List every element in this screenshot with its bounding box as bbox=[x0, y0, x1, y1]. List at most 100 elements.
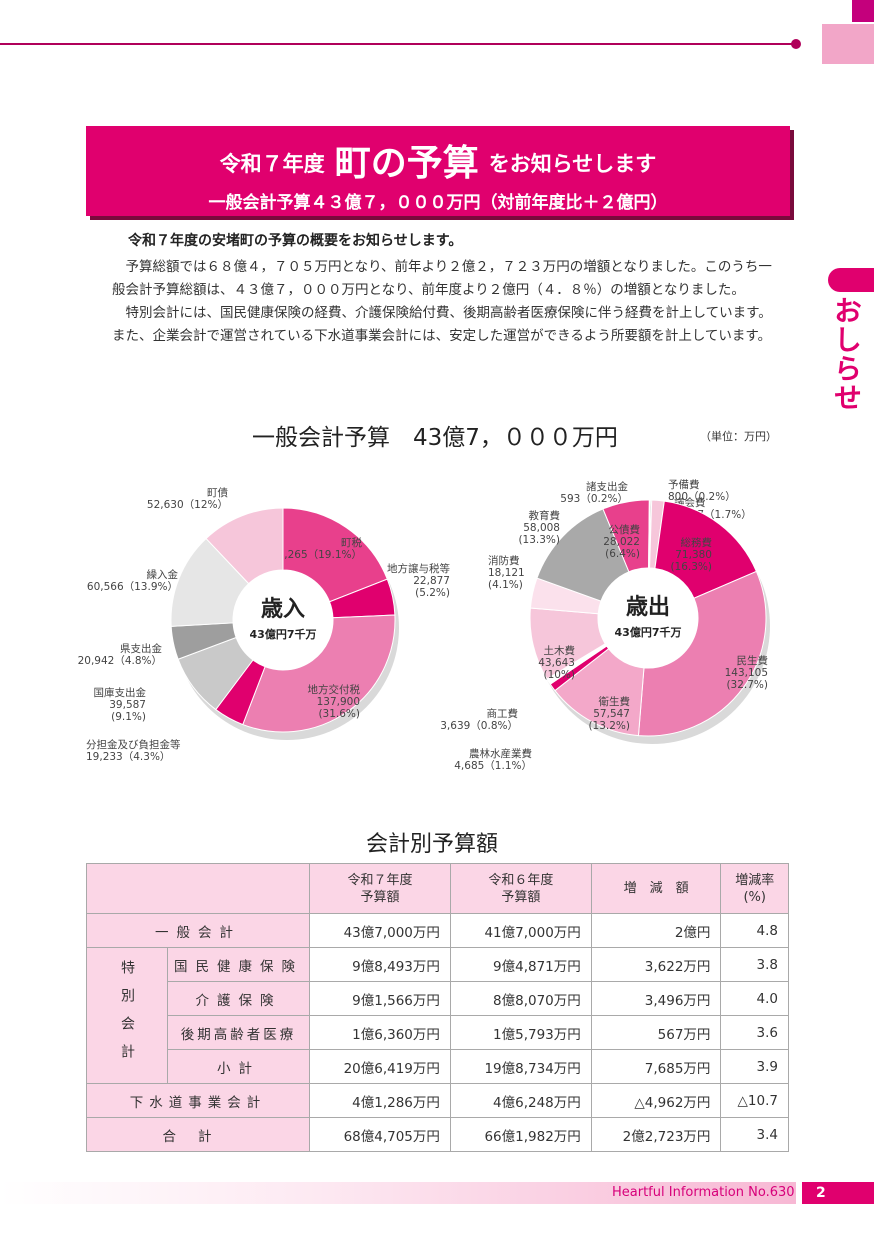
pie-center-label: 歳出 bbox=[626, 595, 670, 620]
pie-center-label: 歳入 bbox=[261, 597, 305, 622]
header-r7-line2: 予算額 bbox=[360, 889, 400, 905]
row-label: 後期高齢者医療 bbox=[167, 1015, 310, 1050]
slice-value-label: 4,685（1.1%） bbox=[454, 760, 532, 772]
slice-name-label: 予備費 bbox=[668, 478, 700, 491]
cell-r7: 43億7,000万円 bbox=[309, 913, 451, 948]
slice-percent-label: (4.1%) bbox=[488, 579, 523, 591]
cell-rate: 3.4 bbox=[720, 1117, 789, 1152]
cell-r7: 1億6,360万円 bbox=[309, 1015, 451, 1050]
slice-percent-label: (9.1%) bbox=[111, 711, 146, 723]
slice-name-label: 地方交付税 bbox=[308, 683, 361, 696]
cell-diff: △4,962万円 bbox=[590, 1083, 722, 1118]
slice-value-label: 83,265（19.1%） bbox=[271, 549, 362, 561]
row-label: 小計 bbox=[167, 1049, 310, 1084]
slice-name-label: 民生費 bbox=[737, 654, 769, 667]
cell-r6: 41億7,000万円 bbox=[449, 913, 592, 948]
table-title: 会計別予算額 bbox=[366, 832, 499, 857]
header-diff: 増 減 額 bbox=[590, 863, 722, 914]
cell-r6: 9億4,871万円 bbox=[449, 947, 592, 982]
slice-name-label: 県支出金 bbox=[120, 642, 162, 655]
banner-subtitle: 一般会計予算４３億７，０００万円（対前年度比＋２億円） bbox=[208, 193, 668, 213]
banner-title: 令和７年度 町の予算 をお知らせします bbox=[86, 134, 790, 186]
slice-name-label: 消防費 bbox=[488, 554, 520, 567]
slice-value-label: 593（0.2%） bbox=[560, 493, 628, 505]
slice-value-label: 57,547 bbox=[593, 708, 630, 720]
corner-decoration-light bbox=[822, 24, 874, 64]
slice-percent-label: (10%) bbox=[543, 669, 575, 681]
footer-bar bbox=[0, 1182, 796, 1204]
slice-value-label: 18,121 bbox=[488, 567, 525, 579]
chart-unit-label: （単位：万円） bbox=[700, 430, 777, 443]
cell-r7: 4億1,286万円 bbox=[309, 1083, 451, 1118]
cell-r6: 1億5,793万円 bbox=[449, 1015, 592, 1050]
slice-percent-label: (5.2%) bbox=[415, 587, 450, 599]
slice-name-label: 分担金及び負担金等 bbox=[86, 738, 181, 751]
cell-r7: 9億1,566万円 bbox=[309, 981, 451, 1016]
table-row: 介護保険 9億1,566万円 8億8,070万円 3,496万円 4.0 bbox=[87, 981, 789, 1016]
cell-rate: 4.0 bbox=[720, 981, 789, 1016]
cell-rate: △10.7 bbox=[720, 1083, 789, 1118]
cell-r6: 4億6,248万円 bbox=[449, 1083, 592, 1118]
slice-value-label: 39,587 bbox=[109, 699, 146, 711]
table-row: 合計 68億4,705万円 66億1,982万円 2億2,723万円 3.4 bbox=[86, 1117, 789, 1152]
slice-value-label: 71,380 bbox=[675, 549, 712, 561]
table-header-row: 令和７年度 予算額 令和６年度予算額 増 減 額 増減率 (%) bbox=[86, 863, 789, 914]
slice-percent-label: (31.6%) bbox=[318, 708, 360, 720]
cell-diff: 3,496万円 bbox=[590, 981, 722, 1016]
banner-suffix: をお知らせします bbox=[488, 152, 657, 176]
slice-percent-label: (32.7%) bbox=[726, 679, 768, 691]
slice-percent-label: (13.2%) bbox=[588, 720, 630, 732]
cell-rate: 3.8 bbox=[720, 947, 789, 982]
banner-main: 町の予算 bbox=[334, 143, 479, 184]
row-label: 国民健康保険 bbox=[167, 947, 310, 982]
row-label: 介護保険 bbox=[167, 981, 310, 1016]
slice-value-label: 143,105 bbox=[725, 667, 768, 679]
header-r6-line1: 令和６年度 bbox=[488, 872, 554, 888]
cell-rate: 3.6 bbox=[720, 1015, 789, 1050]
slice-percent-label: (6.4%) bbox=[605, 548, 640, 560]
slice-value-label: 28,022 bbox=[603, 536, 640, 548]
side-tab-label: おしらせ bbox=[830, 296, 863, 412]
cell-r7: 68億4,705万円 bbox=[309, 1117, 451, 1152]
special-account-text: 特別会計 bbox=[119, 959, 135, 1072]
slice-name-label: 衛生費 bbox=[599, 695, 631, 708]
slice-name-label: 国庫支出金 bbox=[94, 686, 147, 699]
row-label: 下水道事業会計 bbox=[86, 1083, 310, 1118]
slice-percent-label: (16.3%) bbox=[670, 561, 712, 573]
slice-value-label: 58,008 bbox=[523, 522, 560, 534]
banner-prefix: 令和７年度 bbox=[219, 152, 325, 176]
slice-value-label: 52,630（12%） bbox=[147, 499, 228, 511]
pie-center-sublabel: 43億円7千万 bbox=[250, 627, 317, 641]
slice-name-label: 教育費 bbox=[529, 509, 561, 522]
header-rate-line1: 増減率 bbox=[735, 872, 775, 888]
cell-r6: 66億1,982万円 bbox=[449, 1117, 592, 1152]
header-rule bbox=[0, 43, 796, 45]
row-label: 合計 bbox=[86, 1117, 310, 1152]
slice-value-label: 137,900 bbox=[317, 696, 360, 708]
cell-rate: 4.8 bbox=[720, 913, 789, 948]
intro-paragraph-2: 特別会計には、国民健康保険の経費、介護保険給付費、後期高齢者医療保険に伴う経費を… bbox=[112, 305, 772, 344]
slice-name-label: 町債 bbox=[207, 486, 228, 499]
special-account-label: 特別会計 bbox=[86, 947, 168, 1084]
header-rate-line2: (%) bbox=[743, 889, 766, 905]
budget-table: 令和７年度 予算額 令和６年度 予算額 増 減 額 増減率 (%) 一般会計 43億7… bbox=[86, 863, 789, 1152]
cell-r6: 19億8,734万円 bbox=[449, 1049, 592, 1084]
chart-section-title: 一般会計予算 43億7，０００万円 bbox=[252, 425, 618, 451]
pie-center-hole bbox=[233, 570, 333, 670]
slice-value-label: 20,942（4.8%） bbox=[78, 655, 162, 667]
intro-paragraph-1: 予算総額では６８億４，７０５万円となり、前年より２億２，７２３万円の増額となりま… bbox=[112, 259, 772, 298]
slice-value-label: 3,639（0.8%） bbox=[440, 720, 518, 732]
title-banner: 令和７年度 町の予算 をお知らせします 一般会計予算４３億７，０００万円（対前年度比… bbox=[86, 126, 790, 216]
slice-percent-label: (13.3%) bbox=[518, 534, 560, 546]
intro-heading: 令和７年度の安堵町の予算の概要をお知らせします。 bbox=[128, 233, 463, 249]
slice-value-label: 800（0.2%） bbox=[668, 491, 736, 503]
slice-value-label: 19,233（4.3%） bbox=[86, 751, 170, 763]
cell-diff: 2億円 bbox=[590, 913, 722, 948]
header-rate: 増減率 (%) bbox=[720, 863, 789, 914]
table-row: 小計 20億6,419万円 19億8,734万円 7,685万円 3.9 bbox=[87, 1049, 789, 1084]
cell-r7: 20億6,419万円 bbox=[309, 1049, 451, 1084]
cell-diff: 567万円 bbox=[590, 1015, 722, 1050]
header-r7: 令和７年度 予算額 bbox=[309, 863, 451, 914]
cell-rate: 3.9 bbox=[720, 1049, 789, 1084]
